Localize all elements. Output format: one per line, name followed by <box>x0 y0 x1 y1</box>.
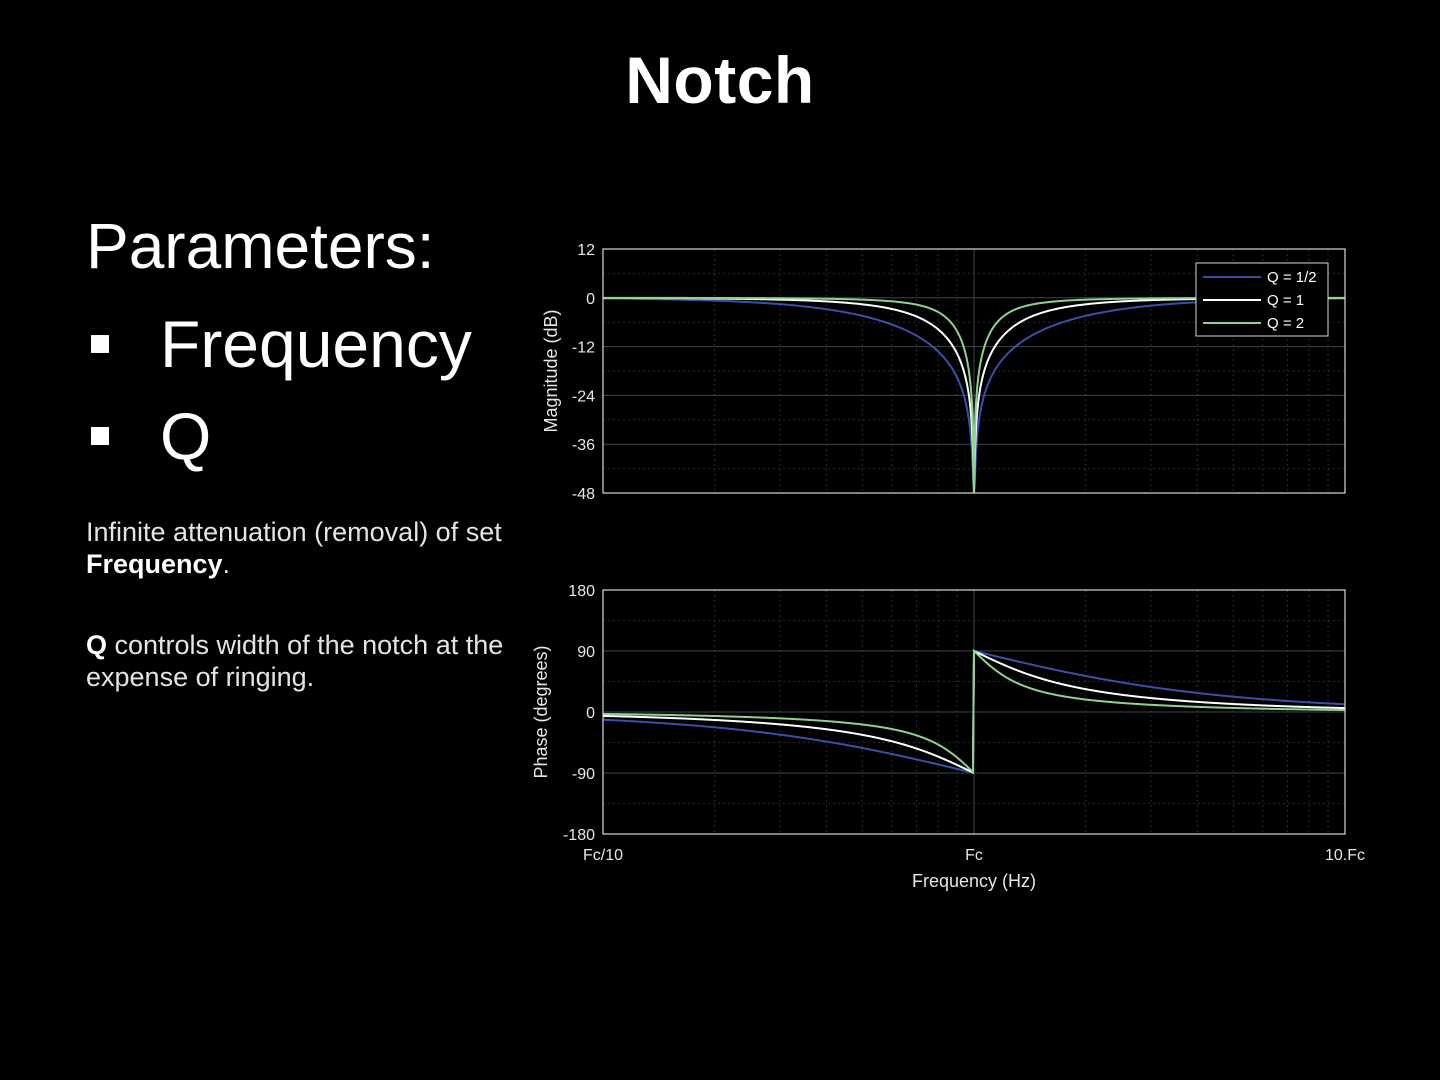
y-tick-label: -24 <box>572 388 595 405</box>
y-tick-label: 90 <box>577 644 595 661</box>
list-item: Frequency <box>86 298 472 390</box>
legend-label: Q = 1/2 <box>1267 269 1317 286</box>
parameter-frequency: Frequency <box>160 307 472 381</box>
legend-label: Q = 2 <box>1267 315 1304 332</box>
axes-frame <box>602 589 1346 835</box>
axes-frame <box>602 248 1346 494</box>
description-attenuation: Infinite attenuation (removal) of set Fr… <box>86 516 516 580</box>
series-line-q-2 <box>602 648 1346 775</box>
y-tick-label: -36 <box>572 437 595 454</box>
x-tick-label: 10.Fc <box>1325 847 1365 864</box>
slide-title: Notch <box>625 43 815 117</box>
square-bullet-icon <box>91 335 109 353</box>
parameter-q: Q <box>160 399 212 473</box>
y-tick-label: 180 <box>568 583 595 600</box>
y-tick-label: -12 <box>572 340 595 357</box>
x-axis-label: Frequency (Hz) <box>912 871 1036 891</box>
list-item: Q <box>86 390 472 482</box>
description-bold-term: Frequency <box>86 549 223 579</box>
parameters-heading: Parameters: <box>86 210 435 282</box>
description-punctuation: . <box>222 549 231 579</box>
y-tick-label: 0 <box>586 291 595 308</box>
legend: Q = 1/2 Q = 1 Q = 2 <box>1195 262 1329 337</box>
parameters-list: Frequency Q <box>86 298 472 482</box>
x-tick-label: Fc/10 <box>583 847 623 864</box>
y-axis-label: Phase (degrees) <box>531 645 551 778</box>
y-tick-label: 0 <box>586 705 595 722</box>
phase-panel: 180 90 0 -90 -180 Phase (degrees) Fc/10 Fc 10.Fc… <box>531 583 1365 891</box>
x-tick-label: Fc <box>965 847 983 864</box>
description-bold-term: Q <box>86 630 108 660</box>
y-tick-label: -48 <box>572 486 595 503</box>
description-q: Q controls width of the notch at the exp… <box>86 629 516 693</box>
y-tick-label: -90 <box>572 766 595 783</box>
y-axis-label: Magnitude (dB) <box>541 309 561 432</box>
description-text: controls width of the notch at the expen… <box>86 630 504 692</box>
y-tick-label: -180 <box>563 827 595 844</box>
legend-label: Q = 1 <box>1267 292 1304 309</box>
y-tick-label: 12 <box>577 242 595 259</box>
description-text: Infinite attenuation (removal) of set <box>86 517 502 547</box>
square-bullet-icon <box>91 427 109 445</box>
